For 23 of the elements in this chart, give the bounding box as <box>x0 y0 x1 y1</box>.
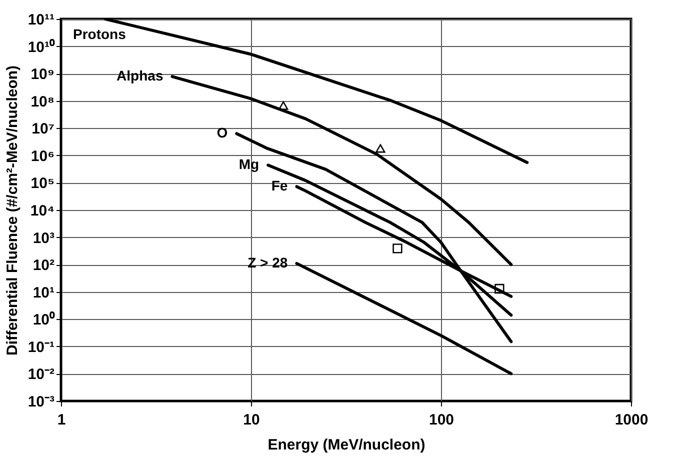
y-tick-label: 10⁴ <box>30 202 54 220</box>
y-tick-label: 10¹⁰ <box>28 38 56 56</box>
series-label: O <box>216 124 228 141</box>
y-tick-label: 10⁵ <box>30 175 54 192</box>
series-label: Protons <box>73 26 126 42</box>
y-tick-label: 10⁰ <box>32 310 56 329</box>
y-tick-label: 10⁻¹ <box>28 338 54 356</box>
x-tick-label: 100 <box>428 412 454 428</box>
y-tick-label: 10⁶ <box>30 148 54 165</box>
x-axis-title: Energy (MeV/nucleon) <box>268 436 426 454</box>
y-axis-title: Differential Fluence (#/cm²-MeV/nucleon) <box>4 65 21 356</box>
y-tick-label: 10³ <box>32 230 54 247</box>
y-tick-label: 10¹ <box>32 284 54 302</box>
x-tick-label: 1 <box>57 412 66 428</box>
x-tick-label: 10 <box>243 412 260 428</box>
y-tick-label: 10² <box>32 257 54 274</box>
y-tick-label: 10⁻³ <box>28 394 54 410</box>
y-tick-label: 10⁹ <box>30 66 54 84</box>
x-tick-label: 1000 <box>614 412 648 428</box>
y-tick-label: 10⁷ <box>32 120 54 138</box>
y-tick-label: 10⁻² <box>28 366 54 384</box>
y-tick-label: 10¹¹ <box>28 12 54 28</box>
y-tick-label: 10⁸ <box>30 93 54 110</box>
